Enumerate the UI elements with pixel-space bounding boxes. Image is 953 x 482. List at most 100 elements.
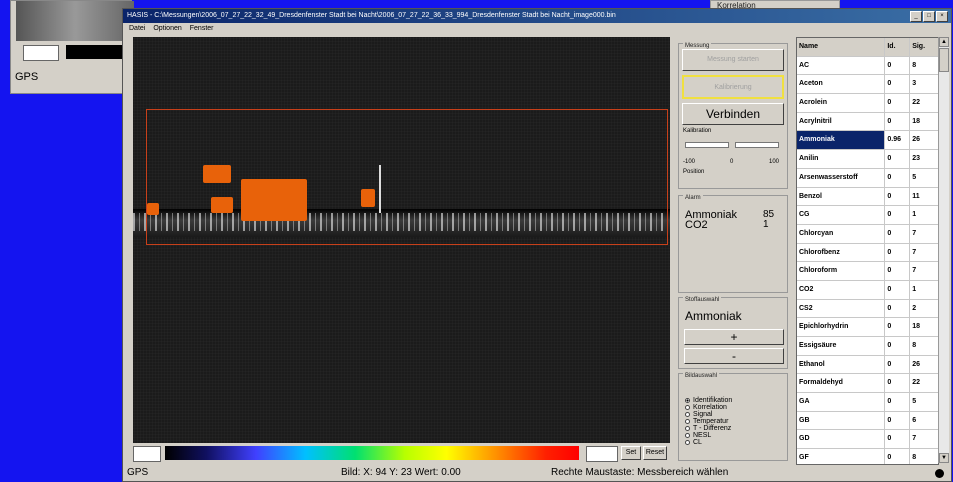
scale-mid-label: 0 — [730, 159, 734, 165]
table-row[interactable]: Epichlorhydrin 0 18 — [797, 318, 938, 337]
table-row[interactable]: Essigsäure 0 8 — [797, 337, 938, 356]
kalibration-slider-left[interactable] — [685, 142, 729, 148]
table-row[interactable]: Anilin 0 23 — [797, 150, 938, 169]
table-row[interactable]: GD 0 7 — [797, 430, 938, 450]
window-title: HASIS - C:\Messungen\2006_07_27_22_32_49… — [127, 12, 616, 19]
radio-t-differenz[interactable]: T - Differenz — [685, 425, 732, 432]
cell-id: 0 — [885, 374, 911, 393]
table-row[interactable]: Acrolein 0 22 — [797, 94, 938, 113]
cell-sig: 23 — [912, 155, 920, 163]
close-button[interactable]: × — [936, 11, 948, 22]
gas-cloud-overlay — [361, 189, 375, 207]
table-row[interactable]: Arsenwasserstoff 0 5 — [797, 168, 938, 188]
table-scrollbar[interactable]: ▲ ▼ — [938, 37, 949, 463]
image-noise — [133, 37, 670, 443]
background-input[interactable] — [23, 45, 59, 61]
colorbar-max-input[interactable] — [586, 446, 618, 462]
scale-right-label: 100 — [769, 159, 780, 165]
table-row[interactable]: GB 0 6 — [797, 411, 938, 431]
table-row[interactable]: Formaldehyd 0 22 — [797, 374, 938, 394]
cell-sig: 26 — [912, 136, 920, 144]
radio-label: T - Differenz — [693, 425, 732, 432]
cell-sig: 5 — [912, 173, 917, 181]
radio-dot[interactable] — [685, 426, 690, 431]
verbinden-button[interactable]: Verbinden — [682, 103, 784, 125]
colorbar-min-input[interactable] — [133, 446, 161, 462]
cell-name: Formaldehyd — [797, 374, 886, 393]
cell-name: CS2 — [797, 299, 886, 318]
cell-id: 0 — [885, 187, 911, 206]
cell-sig: 7 — [912, 248, 917, 256]
radio-temperatur[interactable]: Temperatur — [685, 418, 732, 425]
column-header-name[interactable]: Name — [797, 38, 886, 56]
cell-sig: 22 — [912, 99, 920, 107]
status-bild: Bild: X: 94 Y: 23 Wert: 0.00 — [341, 467, 461, 478]
radio-dot[interactable] — [685, 405, 690, 410]
table-row[interactable]: CO2 0 1 — [797, 280, 938, 300]
kalibrierung-button[interactable]: Kalibrierung — [682, 75, 784, 99]
kalibration-slider-right[interactable] — [735, 142, 779, 148]
menu-fenster[interactable]: Fenster — [189, 25, 214, 32]
messung-starten-button[interactable]: Messung starten — [682, 49, 784, 71]
table-row[interactable]: Acrylnitril 0 18 — [797, 112, 938, 132]
radio-dot[interactable] — [685, 398, 690, 403]
cell-id: 0 — [885, 206, 911, 224]
table-row[interactable]: CS2 0 2 — [797, 299, 938, 319]
plus-button[interactable]: + — [684, 329, 784, 345]
minimize-button[interactable]: _ — [910, 11, 922, 22]
cell-name: GA — [797, 393, 886, 411]
table-row[interactable]: Ethanol 0 26 — [797, 355, 938, 375]
cell-id: 0.96 — [885, 131, 911, 150]
alarm-name-2: CO2 — [685, 219, 708, 231]
table-row[interactable]: GF 0 8 — [797, 449, 938, 464]
gas-cloud-overlay — [211, 197, 233, 213]
reset-button[interactable]: Reset — [643, 446, 667, 460]
cell-id: 0 — [885, 318, 911, 336]
table-row[interactable]: Chlorofbenz 0 7 — [797, 243, 938, 263]
scroll-thumb[interactable] — [939, 48, 949, 72]
radio-label: Temperatur — [693, 418, 729, 425]
scroll-down-button[interactable]: ▼ — [939, 453, 949, 463]
table-row[interactable]: Aceton 0 3 — [797, 75, 938, 95]
column-header-id[interactable]: Id. — [885, 38, 911, 56]
table-row[interactable]: AC 0 8 — [797, 56, 938, 76]
gas-cloud-overlay — [203, 165, 231, 183]
table-row[interactable]: GA 0 5 — [797, 393, 938, 412]
radio-dot[interactable] — [685, 419, 690, 424]
menu-datei[interactable]: Datei — [129, 25, 146, 32]
minus-button[interactable]: - — [684, 348, 784, 364]
measurement-region[interactable] — [146, 109, 668, 245]
scroll-up-button[interactable]: ▲ — [939, 37, 949, 47]
background-colorbar — [66, 45, 136, 59]
menu-optionen[interactable]: Optionen — [153, 25, 182, 32]
radio-dot[interactable] — [685, 440, 690, 445]
main-window: HASIS - C:\Messungen\2006_07_27_22_32_49… — [122, 8, 952, 482]
column-header-sig[interactable]: Sig. — [912, 43, 926, 50]
table-row[interactable]: Benzol 0 11 — [797, 187, 938, 207]
table-row[interactable]: Ammoniak 0.96 26 — [797, 131, 938, 151]
radio-nesl[interactable]: NESL — [685, 432, 732, 439]
table-row[interactable]: Chloroform 0 7 — [797, 262, 938, 281]
radio-identifikation[interactable]: Identifikation — [685, 397, 732, 404]
table-row[interactable]: Chlorcyan 0 7 — [797, 224, 938, 244]
set-button[interactable]: Set — [621, 446, 641, 460]
stoffauswahl-group: Stoffauswahl — [678, 297, 788, 369]
cell-name: CG — [797, 206, 886, 224]
radio-label: Signal — [693, 411, 713, 418]
radio-dot[interactable] — [685, 433, 690, 438]
cell-id: 0 — [885, 337, 911, 355]
cell-id: 0 — [885, 224, 911, 243]
cell-sig: 1 — [912, 285, 917, 293]
table-row[interactable]: CG 0 1 — [797, 206, 938, 225]
radio-dot[interactable] — [685, 412, 690, 417]
radio-cl[interactable]: CL — [685, 439, 732, 446]
cell-sig: 11 — [912, 192, 920, 200]
maximize-button[interactable]: □ — [923, 11, 935, 22]
cell-id: 0 — [885, 393, 911, 411]
cell-name: Chlorcyan — [797, 224, 886, 243]
radio-korrelation[interactable]: Korrelation — [685, 404, 732, 411]
messung-group-label: Messung — [683, 43, 712, 49]
image-view[interactable] — [133, 37, 670, 443]
radio-signal[interactable]: Signal — [685, 411, 732, 418]
position-label: Position — [683, 169, 705, 175]
